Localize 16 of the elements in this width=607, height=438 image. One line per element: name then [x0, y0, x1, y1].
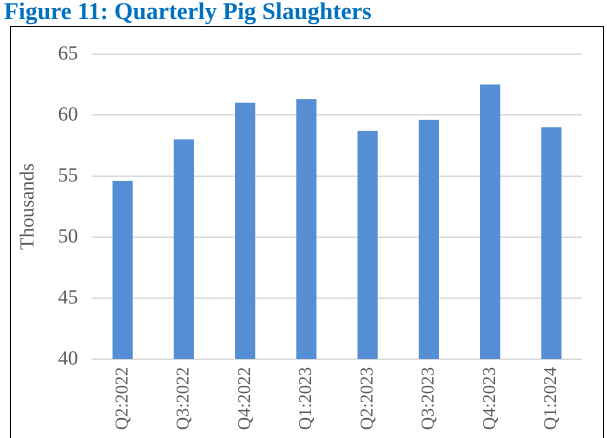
y-axis-title: Thousands [16, 162, 38, 250]
chart-title: Figure 11: Quarterly Pig Slaughters [4, 0, 372, 26]
y-tick-label: 50 [58, 225, 78, 248]
y-tick-label: 45 [58, 286, 78, 308]
x-tick-label: Q3:2022 [172, 367, 193, 430]
y-tick-label: 60 [58, 103, 78, 126]
x-tick-label: Q4:2023 [478, 367, 499, 430]
x-tick-label: Q1:2024 [540, 367, 560, 430]
y-tick-label: 40 [58, 347, 78, 370]
x-tick-label: Q2:2022 [111, 367, 132, 430]
x-tick-label: Q1:2023 [295, 367, 316, 430]
x-tick-label: Q2:2023 [356, 367, 376, 430]
y-tick-label: 55 [58, 164, 78, 186]
x-tick-label: Q3:2023 [418, 367, 438, 430]
y-tick-label: 65 [58, 42, 78, 64]
x-tick-label: Q4:2022 [234, 367, 254, 430]
